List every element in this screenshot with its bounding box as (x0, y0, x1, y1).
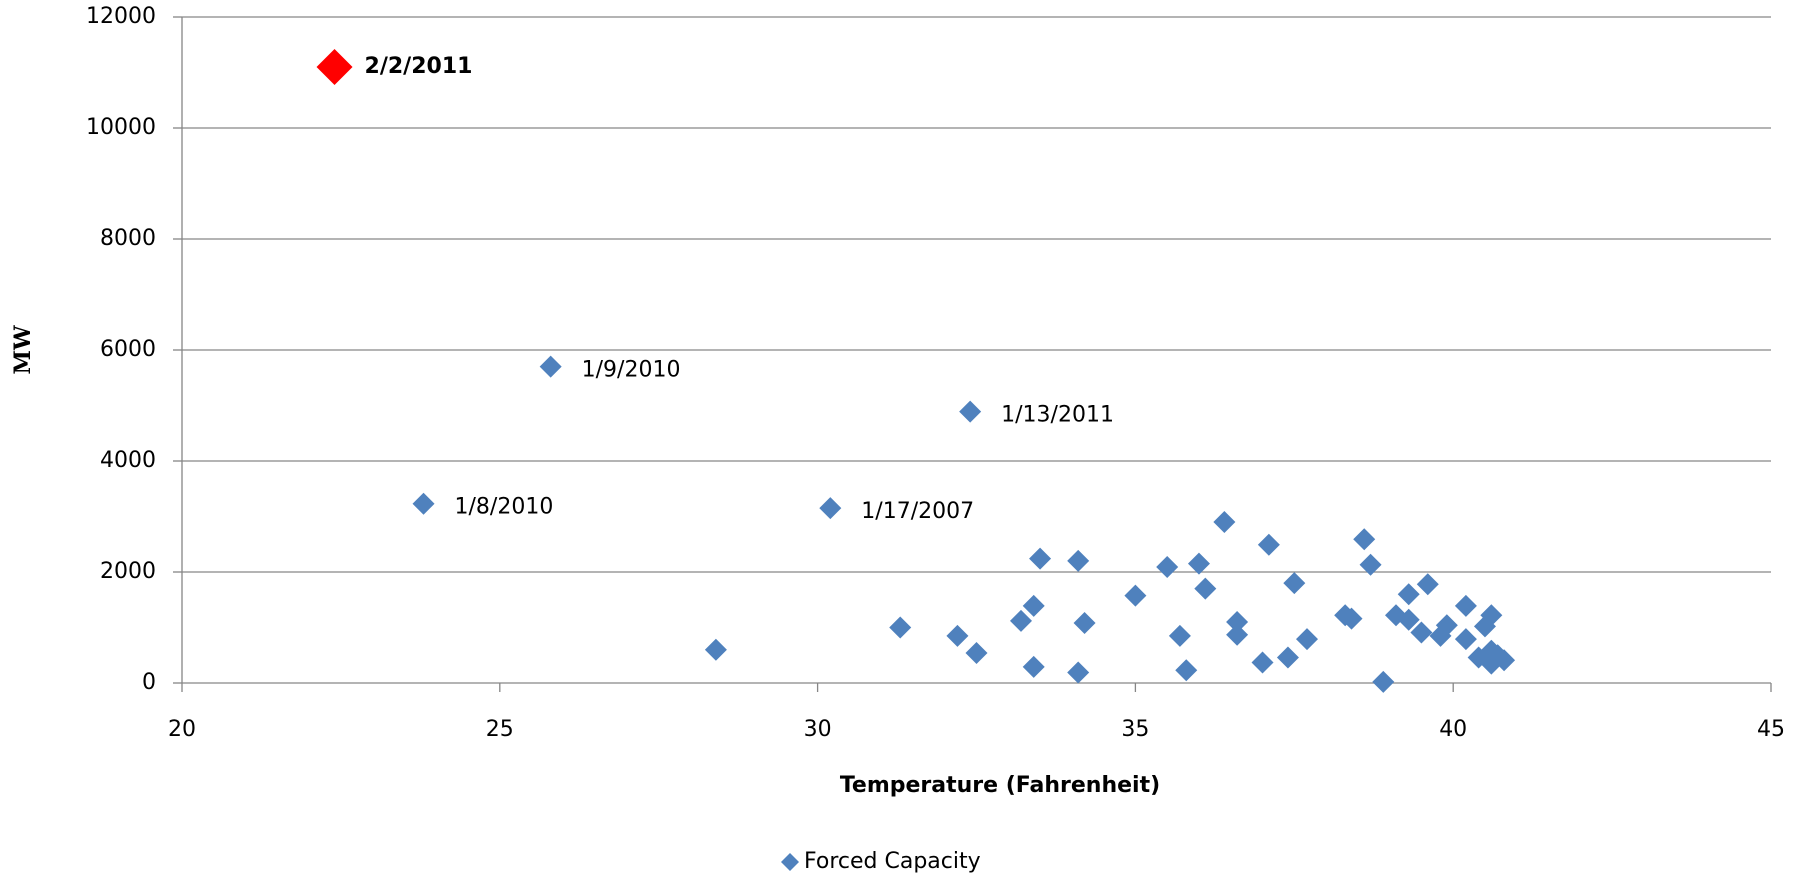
x-axis-title: Temperature (Fahrenheit) (840, 773, 1160, 798)
point-label: 1/9/2010 (582, 358, 681, 383)
data-point (1397, 583, 1420, 606)
data-point (946, 624, 969, 647)
x-tick-label: 20 (168, 717, 196, 742)
data-point (1009, 609, 1032, 632)
x-tick-label: 45 (1757, 717, 1785, 742)
point-label: 1/13/2011 (1001, 403, 1114, 428)
data-point (1296, 628, 1319, 651)
data-point (965, 642, 988, 665)
y-tick-label: 0 (142, 670, 156, 695)
data-point (1410, 621, 1433, 644)
data-point (1187, 552, 1210, 575)
data-point (1168, 624, 1191, 647)
data-point (1276, 646, 1299, 669)
data-point (819, 497, 842, 520)
data-point (1353, 528, 1376, 551)
data-point (1022, 594, 1045, 617)
data-point (1067, 549, 1090, 572)
data-point (1372, 670, 1395, 693)
data-point (1029, 547, 1052, 570)
y-tick-label: 6000 (100, 337, 156, 362)
point-label: 1/8/2010 (455, 495, 554, 520)
highlight-point (316, 48, 353, 85)
y-tick-label: 8000 (100, 226, 156, 251)
data-point (1226, 610, 1249, 633)
y-tick-label: 4000 (100, 448, 156, 473)
data-point (1480, 604, 1503, 627)
data-point (704, 638, 727, 661)
highlight-label: 2/2/2011 (365, 54, 473, 79)
point-label: 1/17/2007 (861, 499, 974, 524)
y-axis-title: MW (10, 325, 36, 374)
data-point (1454, 628, 1477, 651)
x-tick-label: 35 (1121, 717, 1149, 742)
data-point (1340, 607, 1363, 630)
data-point (1251, 651, 1274, 674)
data-point (1022, 655, 1045, 678)
data-point (889, 616, 912, 639)
data-point (1213, 511, 1236, 534)
data-point (539, 355, 562, 378)
data-point (1067, 661, 1090, 684)
data-point (1073, 612, 1096, 635)
legend-label: Forced Capacity (804, 849, 981, 873)
legend-marker (781, 853, 799, 871)
x-tick-label: 25 (486, 717, 514, 742)
data-point (1226, 623, 1249, 646)
y-tick-label: 12000 (86, 4, 156, 29)
y-tick-label: 2000 (100, 559, 156, 584)
data-point (1435, 614, 1458, 637)
data-point (1175, 659, 1198, 682)
data-point (1194, 577, 1217, 600)
data-point (959, 400, 982, 423)
data-point (1283, 572, 1306, 595)
data-point (1359, 553, 1382, 576)
data-point (1486, 644, 1509, 667)
y-tick-label: 10000 (86, 115, 156, 140)
data-point (1257, 533, 1280, 556)
data-point (1397, 608, 1420, 631)
data-point (1454, 594, 1477, 617)
data-point (1416, 573, 1439, 596)
x-tick-label: 40 (1439, 717, 1467, 742)
data-point (1156, 556, 1179, 579)
x-tick-label: 30 (804, 717, 832, 742)
data-point (412, 492, 435, 515)
data-point (1124, 584, 1147, 607)
